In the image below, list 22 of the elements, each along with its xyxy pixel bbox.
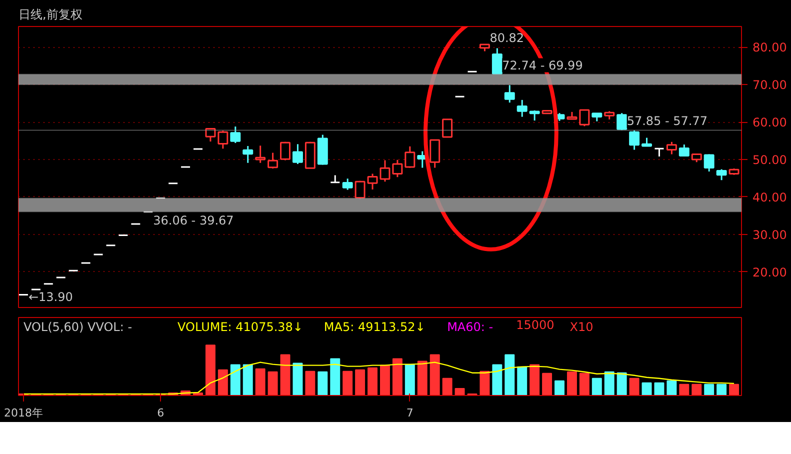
y-tick-label: 60.00: [752, 116, 787, 130]
annotation: ←13.90: [28, 290, 73, 304]
x-tick-label: 7: [406, 406, 414, 420]
text: 15000: [516, 318, 554, 332]
annotation: 36.06 - 39.67: [153, 214, 234, 228]
annotation: 80.82: [490, 31, 524, 46]
y-tick-label: 70.00: [752, 78, 787, 92]
text: MA60: -: [447, 320, 494, 334]
y-tick-label: 20.00: [752, 265, 787, 280]
x-tick-label: 6: [157, 406, 164, 420]
y-tick-label: 30.00: [752, 228, 787, 242]
annotation: 72.74 - 69.99: [502, 58, 583, 72]
text: VOLUME: 41075.38↓: [178, 320, 303, 334]
text: VOL(5,60) VVOL: -: [23, 320, 132, 334]
y-tick-label: 40.00: [752, 190, 787, 204]
annotation: 57.85 - 57.77: [626, 114, 708, 128]
text: MA5: 49113.52↓: [324, 320, 426, 334]
y-tick-label: 50.00: [752, 153, 787, 168]
x-tick-label: 2018年: [4, 406, 43, 420]
text: X10: [570, 320, 594, 334]
chart-title: 日线,前复权: [18, 8, 82, 22]
y-tick-label: 80.00: [752, 40, 787, 55]
